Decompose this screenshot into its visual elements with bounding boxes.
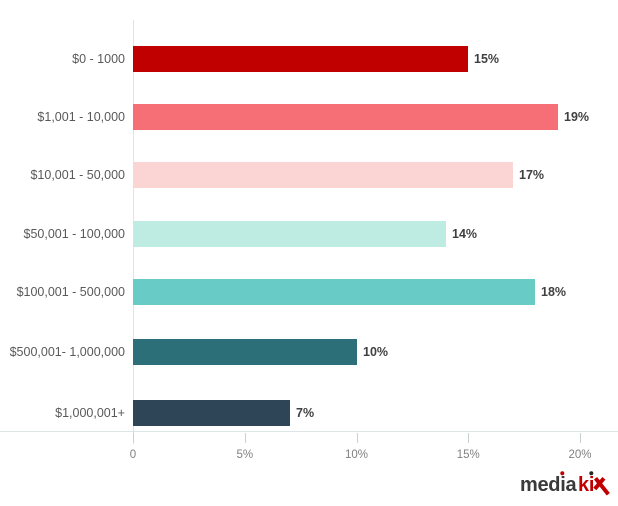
svg-text:ki: ki — [578, 474, 594, 496]
svg-text:media: media — [520, 474, 577, 496]
